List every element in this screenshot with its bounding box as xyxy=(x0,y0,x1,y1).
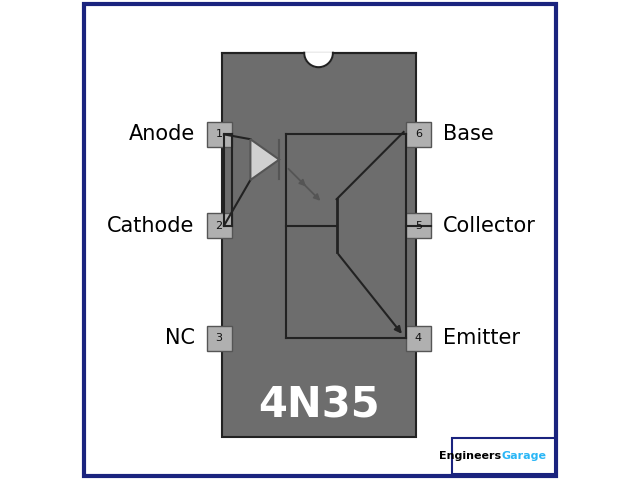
FancyBboxPatch shape xyxy=(452,438,556,474)
Text: Engineers: Engineers xyxy=(439,451,501,461)
Text: 1: 1 xyxy=(216,130,223,139)
Text: NC: NC xyxy=(164,328,195,348)
FancyBboxPatch shape xyxy=(221,53,416,437)
FancyBboxPatch shape xyxy=(207,122,232,147)
Text: 6: 6 xyxy=(415,130,422,139)
Polygon shape xyxy=(304,53,333,67)
Text: 5: 5 xyxy=(415,221,422,230)
Text: Cathode: Cathode xyxy=(108,216,195,236)
FancyBboxPatch shape xyxy=(406,213,431,238)
FancyBboxPatch shape xyxy=(84,4,556,476)
FancyBboxPatch shape xyxy=(406,326,431,351)
Text: 3: 3 xyxy=(216,334,223,343)
Text: 4N35: 4N35 xyxy=(258,384,380,427)
Polygon shape xyxy=(250,139,279,180)
Text: Base: Base xyxy=(443,124,493,144)
FancyBboxPatch shape xyxy=(207,213,232,238)
Text: Garage: Garage xyxy=(501,451,546,461)
FancyBboxPatch shape xyxy=(406,122,431,147)
Text: Anode: Anode xyxy=(129,124,195,144)
Text: Collector: Collector xyxy=(443,216,536,236)
FancyBboxPatch shape xyxy=(207,326,232,351)
Text: Emitter: Emitter xyxy=(443,328,520,348)
Text: 2: 2 xyxy=(216,221,223,230)
Text: 4: 4 xyxy=(415,334,422,343)
